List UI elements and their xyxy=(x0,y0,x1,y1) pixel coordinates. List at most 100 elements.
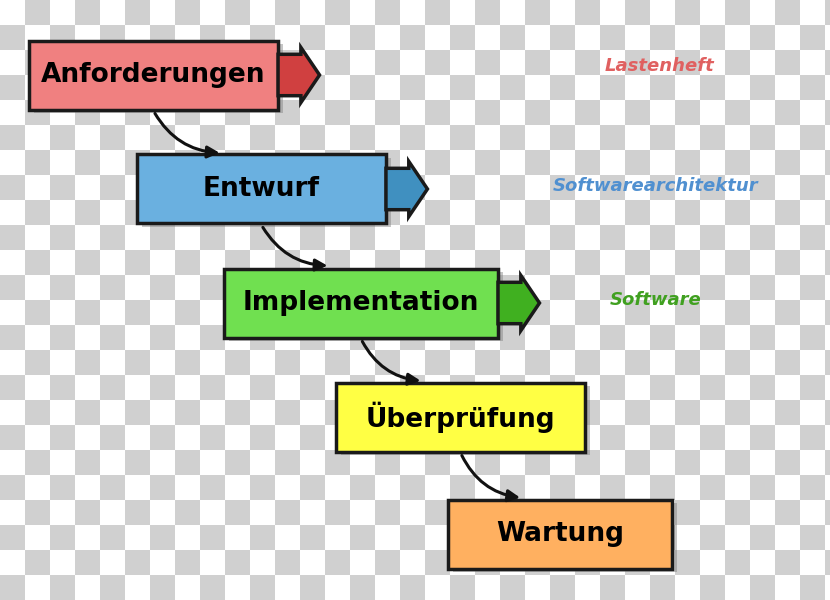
Bar xyxy=(600,125,625,150)
Bar xyxy=(325,125,350,150)
Bar xyxy=(700,25,725,50)
FancyBboxPatch shape xyxy=(142,158,391,227)
Bar xyxy=(200,500,225,525)
Bar xyxy=(675,250,700,275)
Bar xyxy=(425,0,450,25)
Bar xyxy=(25,150,50,175)
Bar xyxy=(400,425,425,450)
Bar xyxy=(375,0,400,25)
Bar xyxy=(100,400,125,425)
Bar xyxy=(800,25,825,50)
Bar xyxy=(275,575,300,600)
Bar xyxy=(300,25,325,50)
Bar xyxy=(0,125,25,150)
Bar xyxy=(325,350,350,375)
Bar xyxy=(25,525,50,550)
Bar xyxy=(675,300,700,325)
Bar xyxy=(25,550,50,575)
Bar xyxy=(800,150,825,175)
Bar xyxy=(375,250,400,275)
Bar xyxy=(200,125,225,150)
Bar xyxy=(300,400,325,425)
Bar xyxy=(75,175,100,200)
Bar xyxy=(175,325,200,350)
Bar xyxy=(475,475,500,500)
Bar xyxy=(75,575,100,600)
Bar xyxy=(75,500,100,525)
Bar xyxy=(0,250,25,275)
Bar xyxy=(75,150,100,175)
Bar xyxy=(775,550,800,575)
Bar xyxy=(500,225,525,250)
Bar xyxy=(475,275,500,300)
Bar xyxy=(800,550,825,575)
Bar xyxy=(625,575,650,600)
Bar xyxy=(400,75,425,100)
Bar xyxy=(50,550,75,575)
Bar xyxy=(725,425,750,450)
Bar xyxy=(225,300,250,325)
Bar xyxy=(350,250,375,275)
Bar xyxy=(50,400,75,425)
Bar xyxy=(600,300,625,325)
Bar xyxy=(300,325,325,350)
Bar xyxy=(775,0,800,25)
Bar xyxy=(650,25,675,50)
Bar xyxy=(400,125,425,150)
Bar xyxy=(825,225,830,250)
Bar xyxy=(700,350,725,375)
Bar xyxy=(50,300,75,325)
Bar xyxy=(200,25,225,50)
Bar xyxy=(600,325,625,350)
Bar xyxy=(325,450,350,475)
Bar xyxy=(200,325,225,350)
Bar xyxy=(25,125,50,150)
Bar xyxy=(600,225,625,250)
Bar xyxy=(325,525,350,550)
Bar xyxy=(700,150,725,175)
Bar xyxy=(400,150,425,175)
Bar xyxy=(0,425,25,450)
Bar xyxy=(275,375,300,400)
Bar xyxy=(275,475,300,500)
Bar xyxy=(475,250,500,275)
Bar xyxy=(550,425,575,450)
Bar xyxy=(825,300,830,325)
Bar xyxy=(325,175,350,200)
Bar xyxy=(300,175,325,200)
Bar xyxy=(150,525,175,550)
Bar xyxy=(325,550,350,575)
Bar xyxy=(425,275,450,300)
Bar xyxy=(375,425,400,450)
Bar xyxy=(200,350,225,375)
Bar xyxy=(375,225,400,250)
Bar xyxy=(650,150,675,175)
Bar xyxy=(450,0,475,25)
Bar xyxy=(400,475,425,500)
Bar xyxy=(350,75,375,100)
Bar xyxy=(100,425,125,450)
Bar xyxy=(825,325,830,350)
Bar xyxy=(200,150,225,175)
Bar xyxy=(550,200,575,225)
Bar xyxy=(575,125,600,150)
Bar xyxy=(675,25,700,50)
Bar xyxy=(450,200,475,225)
Bar xyxy=(600,400,625,425)
Bar xyxy=(300,375,325,400)
Bar xyxy=(525,525,550,550)
Bar xyxy=(700,550,725,575)
Bar xyxy=(250,575,275,600)
Bar xyxy=(250,350,275,375)
Bar xyxy=(625,25,650,50)
Bar xyxy=(325,50,350,75)
Bar xyxy=(175,25,200,50)
Bar xyxy=(200,75,225,100)
Bar xyxy=(600,175,625,200)
Bar xyxy=(125,550,150,575)
Bar xyxy=(0,175,25,200)
Bar xyxy=(450,475,475,500)
Bar xyxy=(325,475,350,500)
Bar xyxy=(800,75,825,100)
Bar xyxy=(825,175,830,200)
